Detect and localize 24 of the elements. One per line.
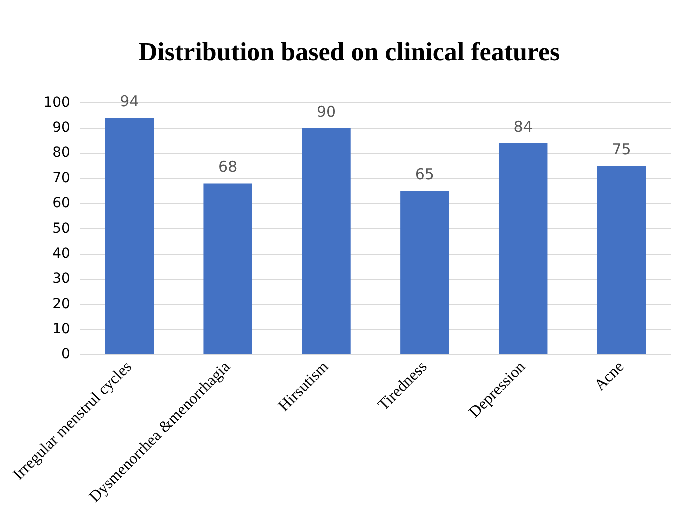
bar xyxy=(204,184,252,355)
y-tick-label: 10 xyxy=(52,321,70,338)
bar xyxy=(597,166,646,355)
bar xyxy=(105,118,154,355)
y-tick-label: 90 xyxy=(52,120,70,136)
y-tick-label: 30 xyxy=(52,271,70,288)
y-tick-label: 20 xyxy=(52,296,70,312)
chart-title: Distribution based on clinical features xyxy=(138,37,560,66)
data-label: 75 xyxy=(612,140,632,159)
y-tick-label: 0 xyxy=(62,346,70,363)
data-label: 65 xyxy=(415,166,434,184)
bar xyxy=(400,191,450,355)
y-tick-label: 40 xyxy=(52,246,70,262)
y-tick-label: 80 xyxy=(52,145,70,162)
y-tick-label: 60 xyxy=(52,196,70,212)
y-tick-label: 50 xyxy=(52,220,70,237)
bar xyxy=(302,128,351,355)
bar xyxy=(499,143,548,355)
y-tick-label: 100 xyxy=(44,94,70,111)
data-label: 68 xyxy=(218,158,238,176)
data-label: 94 xyxy=(120,92,140,111)
data-label: 84 xyxy=(514,118,533,136)
y-tick-label: 70 xyxy=(52,170,70,186)
data-label: 90 xyxy=(316,102,336,121)
